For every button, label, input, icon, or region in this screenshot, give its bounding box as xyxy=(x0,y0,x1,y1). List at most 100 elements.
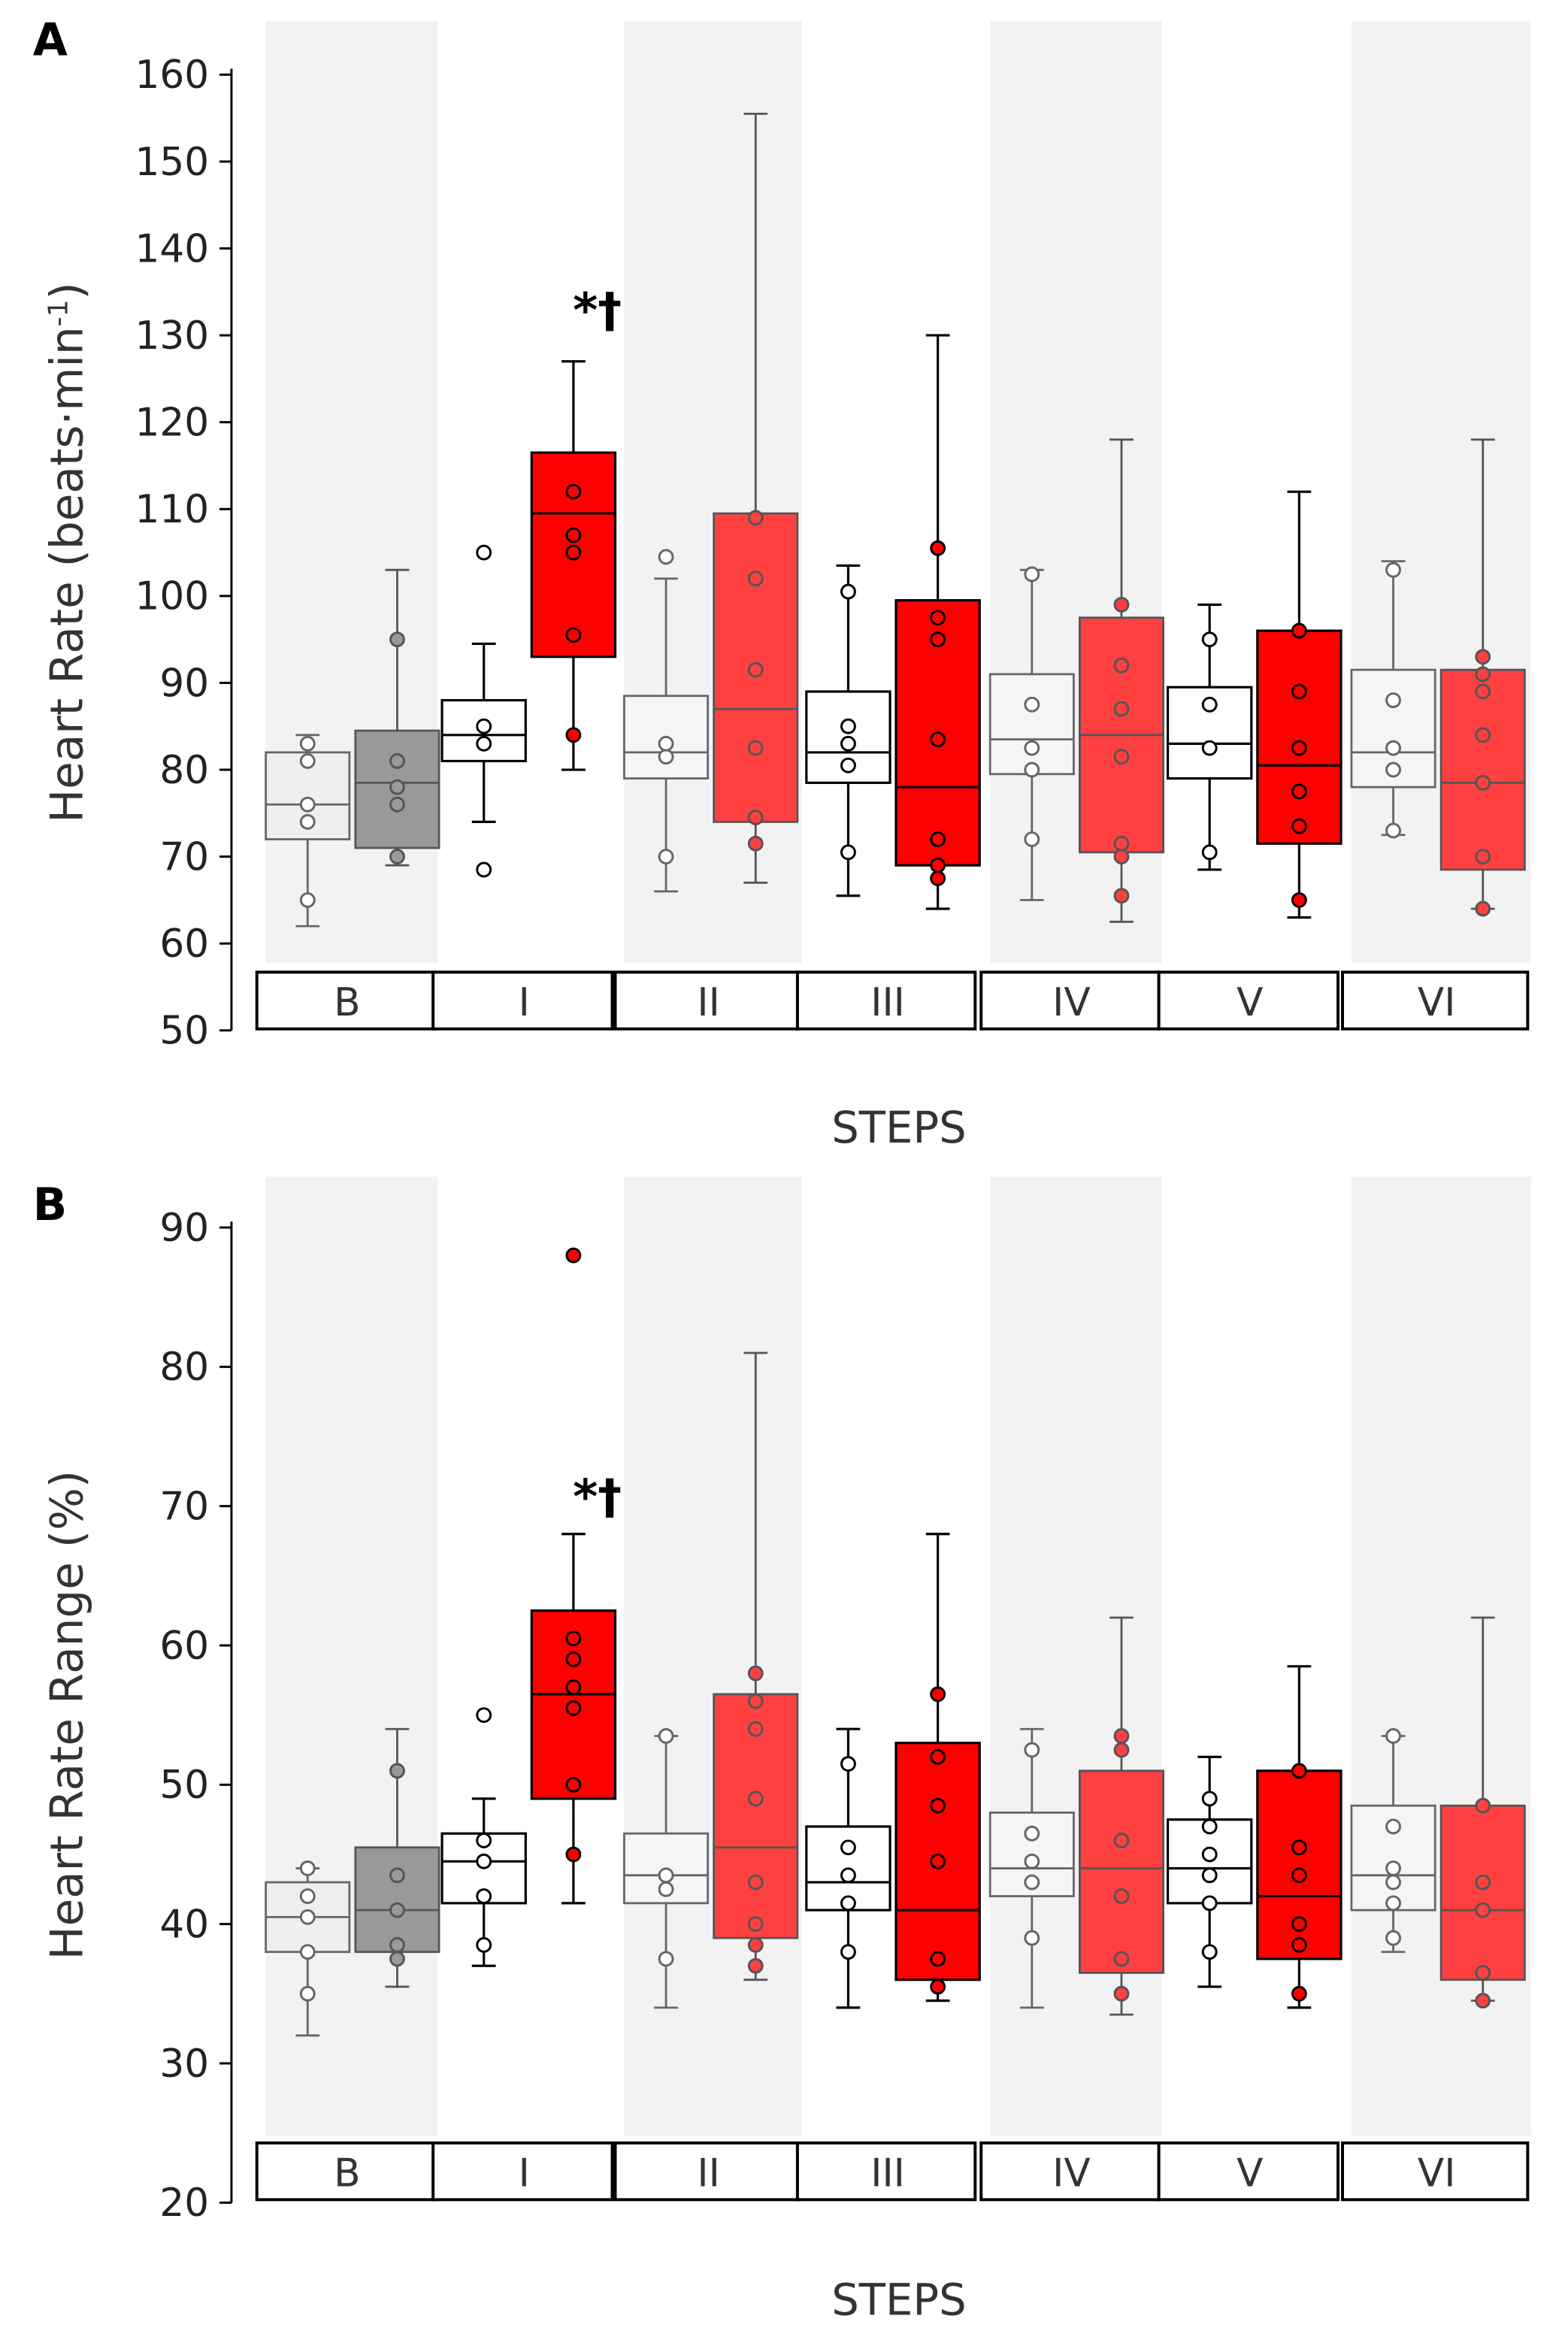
data-point xyxy=(1113,596,1130,613)
category-label: B xyxy=(334,980,360,1025)
background-band xyxy=(990,1176,1162,2136)
data-point xyxy=(747,1937,764,1953)
y-tick-label: 70 xyxy=(159,835,209,880)
data-point xyxy=(1113,849,1130,865)
box-VI-2 xyxy=(1439,438,1526,917)
y-axis-label-end: ) xyxy=(41,282,93,299)
data-point xyxy=(840,735,856,752)
data-point xyxy=(1475,649,1491,665)
data-point xyxy=(930,1748,946,1765)
data-point xyxy=(658,749,674,765)
category-label: IV xyxy=(1052,980,1091,1025)
data-point xyxy=(389,1937,405,1953)
data-point xyxy=(1475,849,1491,865)
box-I-2 xyxy=(530,360,617,771)
data-point xyxy=(1291,783,1307,800)
data-point xyxy=(299,1860,316,1876)
data-point xyxy=(747,571,764,587)
data-point xyxy=(1291,740,1307,756)
data-point xyxy=(565,544,582,561)
data-point xyxy=(1291,1839,1307,1856)
data-point xyxy=(930,857,946,873)
data-point xyxy=(389,1951,405,1967)
panel-label: A xyxy=(33,15,68,67)
data-point xyxy=(840,757,856,773)
data-point xyxy=(930,631,946,648)
data-point xyxy=(1113,701,1130,717)
data-point xyxy=(747,1665,764,1682)
box-VI-1 xyxy=(1350,1728,1436,1954)
y-tick-label: 80 xyxy=(159,748,209,793)
data-point xyxy=(840,1895,856,1912)
box-iqr xyxy=(354,1846,440,1954)
data-point xyxy=(1113,657,1130,674)
box-B-2 xyxy=(354,1727,440,1988)
panel-A: 50 60 70 80 90 100 110 120 130 140 150 160 A Heart Ra… xyxy=(33,15,1531,1153)
data-point xyxy=(1385,1895,1401,1912)
y-tick-label: 60 xyxy=(159,922,209,967)
data-point xyxy=(1113,749,1130,765)
data-point xyxy=(1475,683,1491,700)
data-point xyxy=(389,753,405,769)
data-point xyxy=(747,510,764,526)
data-point xyxy=(565,1247,582,1264)
data-point xyxy=(389,1867,405,1884)
box-V-2 xyxy=(1256,1665,1342,2009)
box-B-1 xyxy=(265,1860,351,2037)
data-point xyxy=(1201,1895,1218,1912)
category-label: I xyxy=(519,980,530,1025)
box-IV-1 xyxy=(988,566,1075,901)
data-point xyxy=(299,796,316,813)
box-II-1 xyxy=(623,549,710,893)
box-IV-2 xyxy=(1078,1616,1165,2016)
y-axis-label-text: Heart Rate (beats·min xyxy=(41,326,93,822)
data-point xyxy=(389,796,405,813)
data-point xyxy=(1113,835,1130,852)
category-strip xyxy=(613,970,801,1031)
data-point xyxy=(1024,761,1040,778)
box-III-1 xyxy=(805,1727,891,2009)
data-point xyxy=(299,813,316,830)
category-strip xyxy=(613,2141,801,2202)
data-point xyxy=(930,870,946,886)
y-tick-label: 90 xyxy=(159,1206,209,1251)
box-I-1 xyxy=(440,1707,527,1967)
data-point xyxy=(1291,622,1307,639)
box-B-1 xyxy=(265,734,351,928)
box-V-1 xyxy=(1166,603,1253,871)
category-label: B xyxy=(334,2151,360,2196)
data-point xyxy=(476,1937,492,1953)
box-B-2 xyxy=(354,568,440,867)
y-tick-label: 40 xyxy=(159,1902,209,1948)
box-iqr xyxy=(988,673,1075,776)
data-point xyxy=(1201,1867,1218,1884)
data-point xyxy=(1291,1985,1307,2002)
box-iqr xyxy=(1439,1804,1526,1981)
box-VI-1 xyxy=(1350,560,1436,839)
data-point xyxy=(1024,1742,1040,1758)
data-point xyxy=(747,661,764,678)
data-point xyxy=(1291,891,1307,908)
data-point xyxy=(565,1700,582,1716)
data-point xyxy=(658,849,674,865)
data-point xyxy=(1024,1930,1040,1946)
data-point xyxy=(299,1985,316,2002)
panel-B: 20 30 40 50 60 70 80 90 B Heart Rate Range (%) STE… xyxy=(33,1176,1531,2325)
data-point xyxy=(476,718,492,734)
category-label: VI xyxy=(1418,980,1456,1025)
data-point xyxy=(1475,666,1491,683)
category-strip xyxy=(255,970,437,1031)
data-point xyxy=(1024,1874,1040,1890)
category-label: V xyxy=(1237,980,1263,1025)
category-label: I xyxy=(519,2151,530,2196)
data-point xyxy=(1201,1944,1218,1960)
data-point xyxy=(1024,831,1040,847)
data-point xyxy=(1385,822,1401,839)
category-label: VI xyxy=(1418,2151,1456,2196)
data-point xyxy=(1113,1728,1130,1744)
y-tick-label: 160 xyxy=(135,53,210,98)
box-I-2 xyxy=(530,1247,617,1905)
data-point xyxy=(930,610,946,626)
background-band xyxy=(624,1176,802,2136)
data-point xyxy=(1113,888,1130,904)
